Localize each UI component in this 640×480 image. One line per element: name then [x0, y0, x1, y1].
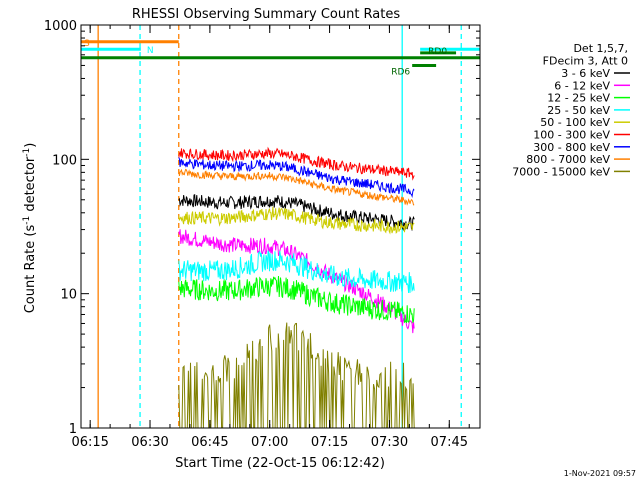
- series-line-1: [178, 229, 415, 334]
- x-tick-label: 06:15: [71, 435, 108, 450]
- footer-timestamp: 1-Nov-2021 09:57: [564, 469, 636, 478]
- legend-label-7: 800 - 7000 keV: [526, 153, 610, 166]
- series-line-7: [178, 168, 415, 206]
- series-line-8: [178, 322, 415, 429]
- y-tick-label: 1000: [44, 19, 77, 34]
- legend-label-8: 7000 - 15000 keV: [512, 165, 610, 178]
- y-axis-label: Count Rate (s-1 detector-1): [22, 143, 38, 314]
- y-tick-label: 100: [52, 153, 77, 168]
- plot-frame: [80, 24, 481, 429]
- flag-label-4: RD0: [428, 47, 447, 57]
- legend-header-0: Det 1,5,7,: [573, 42, 628, 55]
- x-axis-label: Start Time (22-Oct-15 06:12:42): [175, 456, 385, 471]
- legend-label-1: 6 - 12 keV: [554, 79, 610, 92]
- flag-label-5: RD6: [391, 67, 410, 77]
- legend-label-3: 25 - 50 keV: [547, 104, 610, 117]
- axes: 1 10 100 1000 06:15 06:30 06:45 07:00 07:15 07:30…: [44, 19, 481, 450]
- series-line-5: [178, 146, 415, 181]
- series-line-6: [178, 157, 415, 198]
- series-line-0: [178, 194, 415, 231]
- x-tick-label: 06:45: [191, 435, 228, 450]
- y-label-main: Count Rate (s: [23, 225, 38, 314]
- legend-label-5: 100 - 300 keV: [533, 129, 610, 142]
- legend-label-2: 12 - 25 keV: [547, 92, 610, 105]
- x-tick-label: 07:15: [311, 435, 348, 450]
- flag-label-1: N: [147, 46, 154, 56]
- x-tick-label: 06:30: [131, 435, 168, 450]
- x-tick-label: 07:30: [371, 435, 408, 450]
- y-tick-label: 10: [60, 288, 77, 303]
- flag-label-0: S: [84, 39, 90, 49]
- series-line-2: [178, 275, 415, 324]
- y-label-mid: detector: [23, 156, 38, 216]
- series-line-4: [178, 206, 415, 235]
- legend-label-6: 300 - 800 keV: [533, 141, 610, 154]
- y-tick-label: 1: [69, 422, 77, 437]
- y-label-sup1: -1: [22, 216, 32, 225]
- chart-title: RHESSI Observing Summary Count Rates: [132, 7, 401, 22]
- legend-label-4: 50 - 100 keV: [540, 116, 610, 129]
- legend-header-1: FDecim 3, Att 0: [543, 55, 628, 68]
- series-line-3: [178, 250, 415, 294]
- x-tick-label: 07:45: [431, 435, 468, 450]
- y-label-end: ): [23, 143, 38, 148]
- x-tick-label: 07:00: [251, 435, 288, 450]
- y-label-sup2: -1: [22, 148, 32, 157]
- legend-label-0: 3 - 6 keV: [561, 67, 610, 80]
- plot-area: S N RD0 RD6: [81, 25, 480, 429]
